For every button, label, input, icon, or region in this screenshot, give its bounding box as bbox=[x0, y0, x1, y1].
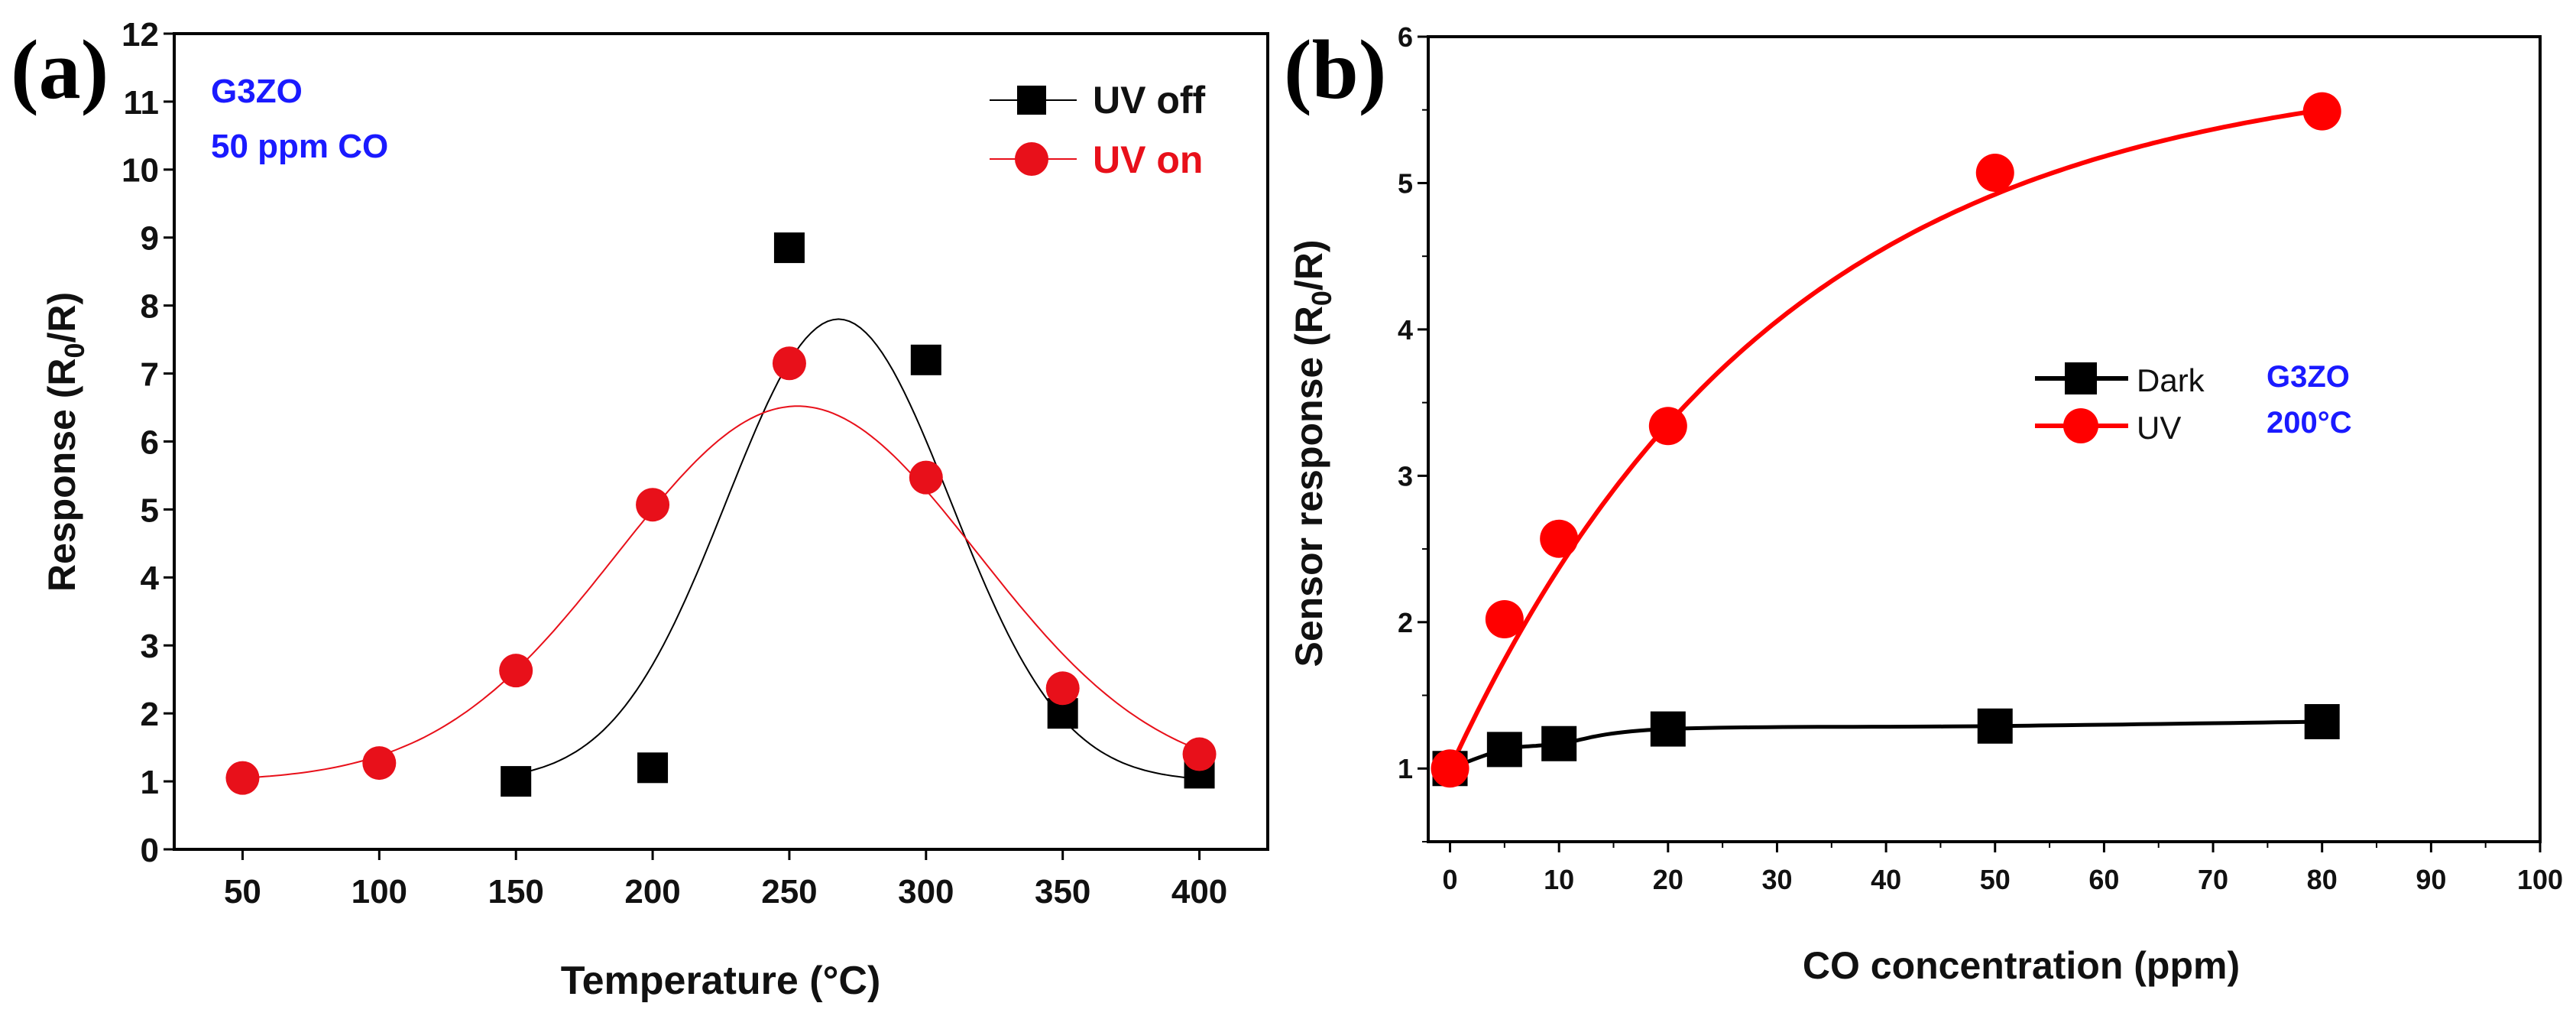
x-tick-label: 50 bbox=[1980, 864, 2011, 895]
x-tick-label: 40 bbox=[1871, 864, 1901, 895]
y-tick-label: 1 bbox=[1398, 753, 1413, 784]
data-point-uv bbox=[1485, 599, 1524, 638]
panel-b-legend: Dark UV G3ZO 200°C bbox=[2035, 360, 2352, 446]
panel-a-annotation-sample: G3ZO bbox=[211, 73, 303, 110]
y-tick-label: 2 bbox=[1398, 607, 1413, 638]
x-tick-label: 30 bbox=[1761, 864, 1792, 895]
x-tick-label: 400 bbox=[1171, 873, 1227, 911]
y-tick-label: 3 bbox=[141, 628, 159, 665]
y-tick-label: 0 bbox=[141, 832, 159, 869]
y-tick-label: 4 bbox=[1398, 314, 1413, 346]
y-tick-label: 12 bbox=[122, 16, 159, 54]
data-point-uv-on bbox=[636, 488, 670, 522]
y-tick-label: 5 bbox=[141, 492, 159, 529]
x-tick-label: 100 bbox=[352, 873, 407, 911]
x-tick-label: 300 bbox=[898, 873, 954, 911]
x-tick-label: 250 bbox=[761, 873, 817, 911]
y-tick-label: 2 bbox=[141, 696, 159, 733]
data-point-uv-on bbox=[225, 761, 260, 795]
y-tick-label: 9 bbox=[141, 220, 159, 258]
x-tick-label: 100 bbox=[2517, 864, 2563, 895]
data-point-uv bbox=[1540, 519, 1579, 558]
panel-a-annotation-gas: 50 ppm CO bbox=[211, 128, 388, 165]
data-point-dark bbox=[1977, 708, 2013, 744]
y-tick-label: 6 bbox=[141, 424, 159, 461]
y-tick-label: 8 bbox=[141, 288, 159, 326]
data-point-uv bbox=[1431, 749, 1469, 788]
data-point-uv-on bbox=[909, 460, 943, 495]
data-point-uv bbox=[1648, 407, 1687, 446]
data-point-uv-on bbox=[1182, 737, 1217, 771]
x-tick-label: 50 bbox=[224, 873, 261, 911]
data-point-dark bbox=[2304, 704, 2340, 740]
legend-circle-marker bbox=[2063, 408, 2098, 443]
data-point-uv-on bbox=[1045, 671, 1080, 706]
panel-a-chart: (a) G3ZO 50 ppm CO Temperature (°C) Resp… bbox=[11, 16, 1269, 1003]
x-tick-label: 150 bbox=[488, 873, 543, 911]
data-point-dark bbox=[1650, 711, 1686, 747]
data-point-uv-off bbox=[910, 344, 941, 375]
x-tick-label: 60 bbox=[2088, 864, 2119, 895]
y-tick-label: 1 bbox=[141, 764, 159, 801]
x-tick-label: 10 bbox=[1544, 864, 1574, 895]
legend-label-dark: Dark bbox=[2137, 362, 2205, 398]
plot-frame bbox=[1427, 35, 2542, 843]
y-tick-label: 4 bbox=[141, 560, 160, 597]
data-point-uv-off bbox=[773, 232, 805, 264]
y-tick-label: 5 bbox=[1398, 167, 1413, 199]
legend-square-marker bbox=[1017, 86, 1046, 115]
panel-b-label: (b) bbox=[1284, 23, 1386, 116]
panel-b-y-axis-label: Sensor response (R0/R) bbox=[1288, 239, 1337, 667]
y-tick-label: 11 bbox=[123, 84, 159, 122]
data-point-uv bbox=[1975, 154, 2014, 193]
x-tick-label: 20 bbox=[1653, 864, 1683, 895]
y-tick-label: 6 bbox=[1398, 21, 1413, 53]
data-point-uv-on bbox=[499, 654, 533, 688]
fit-line-uv-on bbox=[242, 405, 1200, 779]
x-tick-label: 200 bbox=[624, 873, 680, 911]
panel-a-label: (a) bbox=[11, 23, 109, 116]
legend-label-uv: UV bbox=[2137, 410, 2181, 446]
panel-b-annotation-sample: G3ZO bbox=[2267, 360, 2350, 394]
panel-a-legend: UV off UV on bbox=[990, 79, 1206, 181]
legend-label-uv-on: UV on bbox=[1093, 138, 1203, 181]
y-tick-label: 3 bbox=[1398, 460, 1413, 492]
data-point-uv-on bbox=[772, 346, 806, 381]
x-tick-label: 350 bbox=[1035, 873, 1090, 911]
panel-b-chart: (b) CO concentration (ppm) Sensor respon… bbox=[1284, 21, 2563, 987]
data-point-dark bbox=[1541, 725, 1577, 761]
panel-a-x-axis-label: Temperature (°C) bbox=[561, 959, 881, 1003]
x-tick-label: 70 bbox=[2198, 864, 2228, 895]
data-point-dark bbox=[1486, 732, 1522, 768]
x-tick-label: 0 bbox=[1443, 864, 1458, 895]
legend-square-marker bbox=[2065, 362, 2097, 394]
legend-label-uv-off: UV off bbox=[1093, 79, 1206, 122]
panel-b-x-axis-label: CO concentration (ppm) bbox=[1803, 944, 2240, 987]
fit-line-uv bbox=[1447, 107, 2323, 770]
data-point-uv-off bbox=[637, 752, 669, 784]
data-point-uv-off bbox=[501, 766, 532, 797]
fit-line-uv-off bbox=[515, 318, 1200, 780]
y-tick-label: 7 bbox=[141, 355, 159, 393]
legend-circle-marker bbox=[1015, 142, 1048, 176]
y-tick-label: 10 bbox=[122, 152, 159, 190]
data-point-uv-on bbox=[362, 746, 397, 781]
data-point-uv bbox=[2302, 92, 2341, 131]
fit-line-dark bbox=[1449, 719, 2314, 771]
panel-b-annotation-temperature: 200°C bbox=[2267, 406, 2352, 440]
x-tick-label: 90 bbox=[2416, 864, 2446, 895]
x-tick-label: 80 bbox=[2307, 864, 2338, 895]
panel-a-y-axis-label: Response (R0/R) bbox=[41, 292, 90, 592]
